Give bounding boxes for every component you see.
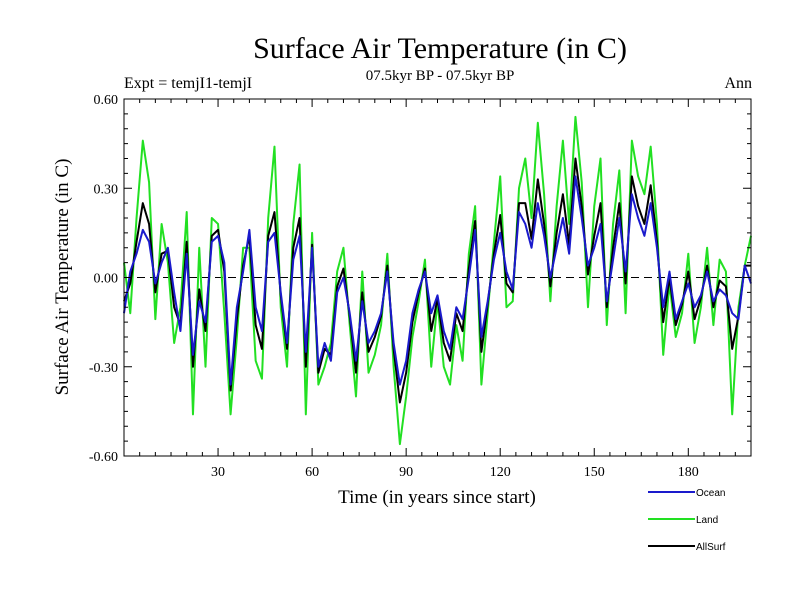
x-tick-label: 180 bbox=[678, 465, 699, 480]
experiment-label: Expt = temjI1-temjI bbox=[124, 75, 252, 92]
x-tick-label: 30 bbox=[211, 465, 225, 480]
x-tick-label: 90 bbox=[399, 465, 413, 480]
legend-label-land: Land bbox=[696, 515, 718, 526]
legend-label-ocean: Ocean bbox=[696, 488, 725, 499]
y-tick-label: 0.00 bbox=[94, 272, 119, 287]
x-tick-label: 60 bbox=[305, 465, 319, 480]
legend-label-allsurf: AllSurf bbox=[696, 542, 726, 553]
y-tick-label: -0.30 bbox=[89, 361, 118, 376]
plot-area: 30 60 90 120 150 180 -0.60 -0.30 0.00 0.30 0.60 bbox=[89, 93, 752, 480]
y-tick-label: 0.30 bbox=[94, 182, 119, 197]
x-tick-label: 120 bbox=[490, 465, 511, 480]
x-tick-label: 150 bbox=[584, 465, 605, 480]
y-axis-label: Surface Air Temperature (in C) bbox=[52, 159, 73, 396]
chart-subtitle: 07.5kyr BP - 07.5kyr BP bbox=[366, 68, 515, 84]
legend: Ocean Land AllSurf bbox=[648, 488, 726, 553]
series-line-allsurf bbox=[123, 157, 751, 404]
chart-title: Surface Air Temperature (in C) bbox=[253, 32, 627, 65]
series-line-ocean bbox=[123, 175, 752, 386]
series-line-land bbox=[123, 115, 752, 446]
season-label: Ann bbox=[724, 75, 752, 92]
y-tick-label: 0.60 bbox=[94, 93, 119, 108]
y-tick-label: -0.60 bbox=[89, 450, 118, 465]
x-axis-label: Time (in years since start) bbox=[338, 487, 536, 508]
